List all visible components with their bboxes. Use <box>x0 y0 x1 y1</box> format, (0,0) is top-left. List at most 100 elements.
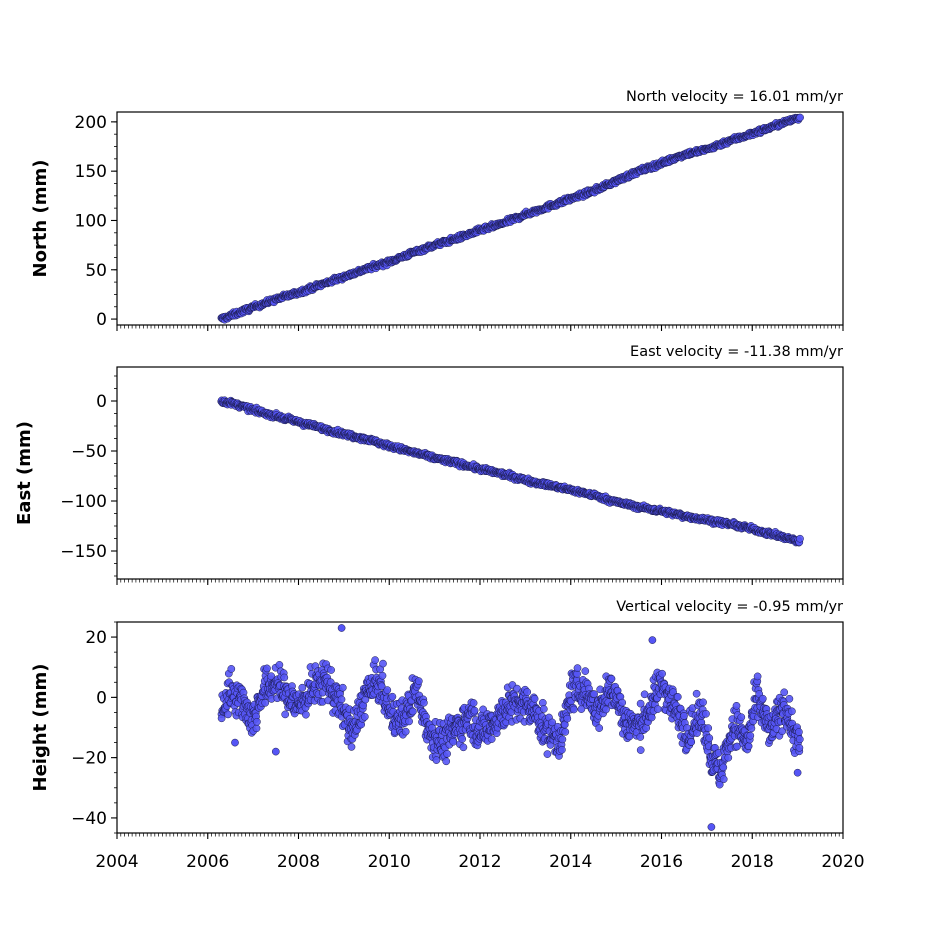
data-point <box>625 732 634 741</box>
outlier-point <box>793 768 802 777</box>
data-point <box>795 743 804 752</box>
data-point <box>224 710 232 719</box>
data-point <box>618 698 627 707</box>
data-point <box>263 664 271 673</box>
east-y-axis-label: East (mm) <box>14 421 35 525</box>
data-point <box>778 727 787 736</box>
data-point <box>647 713 656 722</box>
y-tick-label: −50 <box>71 442 107 462</box>
data-point <box>360 712 369 721</box>
data-point <box>432 756 441 764</box>
y-tick-label: −150 <box>60 542 107 562</box>
x-tick-label: 2004 <box>95 852 138 872</box>
y-tick-label: −40 <box>71 809 107 829</box>
data-point <box>719 775 728 784</box>
data-point <box>261 698 270 707</box>
x-tick-label: 2010 <box>368 852 411 872</box>
data-point <box>442 757 451 766</box>
data-point <box>733 742 741 751</box>
data-point <box>788 707 796 716</box>
data-point <box>302 710 310 719</box>
data-point <box>602 705 610 714</box>
data-point <box>383 686 392 694</box>
north-points <box>217 113 804 324</box>
data-point <box>371 656 379 664</box>
x-tick-label: 2012 <box>458 852 501 872</box>
data-point <box>338 683 347 692</box>
data-point <box>378 671 387 680</box>
data-point <box>401 727 410 736</box>
data-point <box>705 734 714 742</box>
data-point <box>458 735 467 743</box>
north-velocity-title: North velocity = 16.01 mm/yr <box>626 89 843 105</box>
data-point <box>590 690 598 698</box>
data-point <box>636 746 645 754</box>
data-point <box>673 693 682 701</box>
data-point <box>459 743 468 752</box>
north-panel: 0 50 100 150 200 North velocity = 16.01 mm/yr… <box>30 89 844 331</box>
data-point <box>569 705 578 714</box>
east-panel: 0 −50 −100 −150 East velocity = -11.38 mm/yr… <box>14 344 844 585</box>
data-point <box>337 695 346 704</box>
data-point <box>217 714 226 723</box>
data-point <box>443 749 451 758</box>
data-point <box>558 745 566 754</box>
y-tick-label: 0 <box>96 688 107 708</box>
height-y-axis-label: Height (mm) <box>30 664 51 792</box>
x-tick-label: 2020 <box>821 852 864 872</box>
data-point <box>692 689 701 698</box>
data-point <box>796 534 804 543</box>
height-panel: 20 0 −20 −40 2004 2006 2008 2010 2012 2014 2016 201… <box>30 599 865 872</box>
outlier-point <box>271 747 280 756</box>
data-point <box>680 712 688 720</box>
data-point <box>405 717 413 726</box>
data-point <box>543 750 552 758</box>
data-point <box>753 672 762 681</box>
data-point <box>563 714 572 723</box>
data-point <box>523 688 532 696</box>
data-point <box>636 733 645 741</box>
data-point <box>347 743 356 751</box>
y-tick-label: −20 <box>71 749 107 769</box>
data-point <box>758 694 767 703</box>
data-point <box>298 683 307 692</box>
data-point <box>227 665 236 673</box>
data-point <box>699 698 707 707</box>
data-point <box>732 701 741 710</box>
y-tick-label: 0 <box>96 392 107 412</box>
east-velocity-title: East velocity = -11.38 mm/yr <box>630 344 843 360</box>
data-point <box>780 688 789 697</box>
data-point <box>687 738 696 746</box>
data-point <box>377 682 386 691</box>
data-point <box>379 659 387 668</box>
data-point <box>704 724 713 732</box>
x-tick-label: 2014 <box>549 852 592 872</box>
data-point <box>796 113 804 122</box>
data-point <box>640 690 649 699</box>
data-point <box>558 735 567 744</box>
height-velocity-title: Vertical velocity = -0.95 mm/yr <box>616 599 843 615</box>
data-point <box>252 724 261 733</box>
data-point <box>653 705 662 713</box>
data-point <box>785 694 794 703</box>
east-points <box>217 396 804 547</box>
data-point <box>573 664 582 672</box>
data-point <box>420 698 428 707</box>
data-point <box>548 718 557 727</box>
data-point <box>724 753 733 762</box>
data-point <box>327 666 335 674</box>
y-tick-label: 200 <box>75 113 107 133</box>
data-point <box>607 674 616 683</box>
outlier-point <box>231 738 239 747</box>
data-point <box>658 669 666 678</box>
data-point <box>636 699 645 708</box>
data-point <box>747 724 756 733</box>
data-point <box>539 705 548 713</box>
data-point <box>267 672 276 681</box>
data-point <box>795 735 804 744</box>
data-point <box>470 706 479 715</box>
x-tick-label: 2018 <box>731 852 774 872</box>
data-point <box>487 735 496 743</box>
y-tick-label: 0 <box>96 310 107 330</box>
